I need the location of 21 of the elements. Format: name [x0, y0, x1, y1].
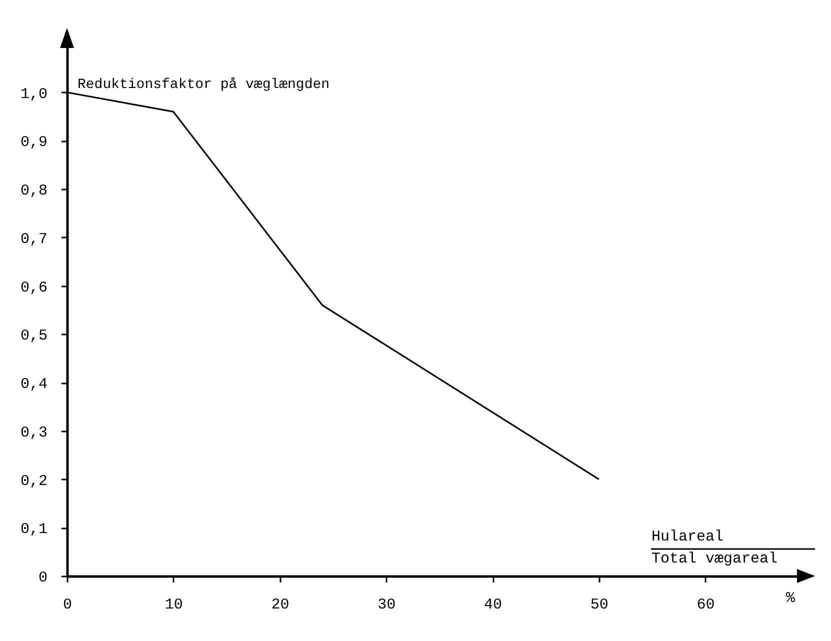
y-tick-label: 0,3	[20, 424, 48, 442]
y-tick-label: 0,5	[20, 328, 48, 345]
x-tick-label: 30	[378, 596, 396, 614]
y-tick-label: 0,8	[20, 182, 48, 200]
y-tick-label: 0,6	[20, 279, 48, 296]
y-tick-label: 0,1	[20, 521, 48, 538]
x-tick-label: 40	[484, 596, 502, 614]
y-tick-label: 1,0	[20, 86, 48, 103]
x-tick-label: 0	[62, 596, 72, 614]
y-tick-label: 0,9	[20, 134, 48, 152]
x-tick-label: 50	[590, 596, 608, 614]
y-tick-label: 0,7	[20, 230, 48, 248]
y-axis-title: Reduktionsfaktor på væglængden	[78, 76, 330, 93]
x-tick-label: 60	[696, 596, 715, 614]
y-tick-label: 0,2	[20, 472, 48, 490]
text: %	[786, 590, 796, 607]
x-axis-title: Hulareal Total vægareal	[652, 528, 778, 568]
y-tick-label: 0,4	[20, 376, 48, 394]
x-tick-label: 20	[271, 596, 290, 614]
y-tick-label: 0	[38, 570, 48, 586]
x-tick-label: 10	[164, 596, 183, 614]
